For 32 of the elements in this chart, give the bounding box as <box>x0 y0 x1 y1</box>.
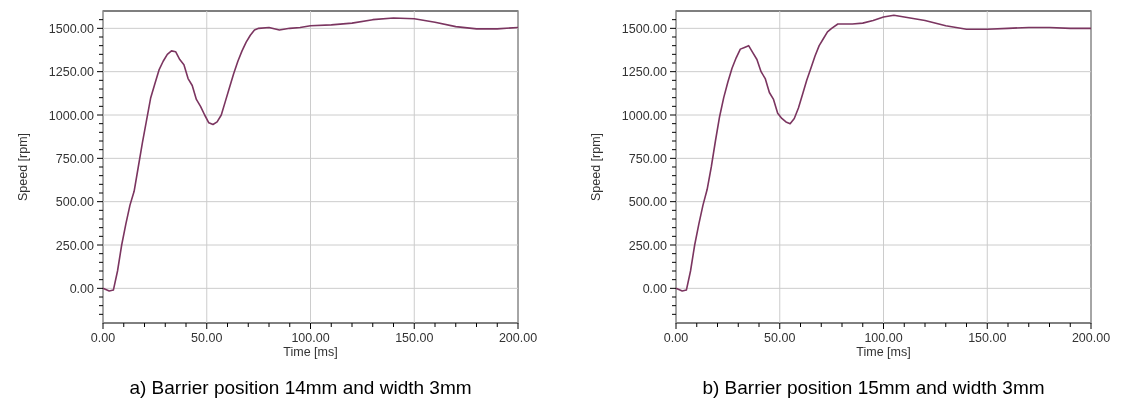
x-tick-label: 50.00 <box>191 331 223 345</box>
x-tick-label: 0.00 <box>90 331 116 345</box>
x-axis-title: Time [ms] <box>283 345 338 359</box>
y-tick-label: 750.00 <box>55 151 95 166</box>
x-tick-label: 100.00 <box>864 331 903 345</box>
x-tick-label: 150.00 <box>968 331 1007 345</box>
text: a) Barrier position 14mm and width 3mm <box>129 377 472 398</box>
x-tick-label: 100.00 <box>291 331 330 345</box>
y-tick-label: 500.00 <box>628 195 668 210</box>
y-tick-label: 1000.00 <box>621 108 668 123</box>
line-series <box>675 14 1092 292</box>
y-tick-label: 1250.00 <box>48 65 95 80</box>
text: b) Barrier position 15mm and width 3mm <box>702 377 1045 398</box>
y-tick-label: 1000.00 <box>48 108 95 123</box>
y-tick-label: 0.00 <box>69 281 95 296</box>
y-axis-title: Speed [rpm] <box>589 132 603 202</box>
y-tick-label: 750.00 <box>628 151 668 166</box>
line-series <box>102 17 519 292</box>
x-tick-label: 150.00 <box>395 331 434 345</box>
x-tick-label: 200.00 <box>1071 331 1111 345</box>
y-tick-label: 250.00 <box>55 238 95 253</box>
x-tick-label: 200.00 <box>498 331 538 345</box>
y-axis-title: Speed [rpm] <box>16 132 30 202</box>
x-axis-title: Time [ms] <box>856 345 911 359</box>
y-tick-label: 1500.00 <box>621 21 668 36</box>
x-tick-label: 50.00 <box>764 331 796 345</box>
y-tick-label: 1500.00 <box>48 21 95 36</box>
y-tick-label: 250.00 <box>628 238 668 253</box>
x-tick-label: 0.00 <box>663 331 689 345</box>
y-tick-label: 0.00 <box>642 281 668 296</box>
y-tick-label: 500.00 <box>55 195 95 210</box>
y-tick-label: 1250.00 <box>621 65 668 80</box>
